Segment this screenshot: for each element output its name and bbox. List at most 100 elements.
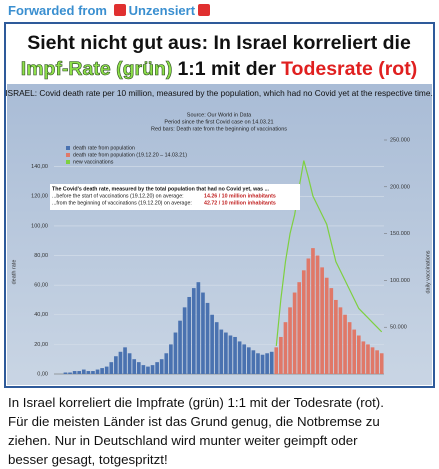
bar [279,336,283,374]
chart-title: ISRAEL: Covid death rate per 10 million,… [5,88,433,98]
forward-header: Forwarded from Unzensiert [8,3,213,18]
legend-swatch [66,160,70,164]
bar [95,369,100,374]
y-tick-label: 20,00 [34,342,48,348]
bar [132,359,137,374]
y-tick-label: 140,00 [31,164,48,170]
y2-tick-label: 200.000 [390,184,410,190]
channel-name[interactable]: Unzensiert [128,3,196,18]
bar [356,335,361,374]
chart-subtitle: Red bars: Death rate from the beginning … [151,126,287,132]
headline-green: Impf-Rate (grün) [21,58,173,80]
y-tick-label: 120,00 [31,194,48,200]
y-tick-label: 80,00 [34,253,48,259]
annotation-text: The Covid's death rate, measured by the … [52,186,270,192]
bar [150,365,155,374]
bar [379,353,384,374]
message-text: In Israel korreliert die Impfrate (grün)… [8,393,436,469]
y2-tick-label: 150.000 [390,231,410,237]
y-tick-label: 100,00 [31,223,48,229]
bar [228,335,233,374]
y-tick-label: 60,00 [34,283,48,289]
bar [196,282,201,374]
bar [118,351,123,374]
bar [352,329,357,374]
bar [114,356,118,374]
bar [205,302,210,374]
bar [256,353,260,374]
bar [361,341,366,374]
y2-axis-label: daily vaccinations [425,250,431,293]
bar [288,307,292,374]
y-tick-label: 0,00 [37,371,48,377]
bar [169,344,173,374]
bar [159,359,164,374]
message-line: ziehen. Nur in Deutschland wird munter w… [8,433,358,448]
bar [292,292,297,374]
bar [123,347,127,374]
bar [260,354,265,374]
bar [265,353,269,374]
bar [86,371,91,374]
vaccination-line [275,160,383,346]
bar [311,248,315,374]
annotation-value: 42.72 / 10 million inhabitants [204,200,276,206]
bar [375,350,379,374]
bar [306,258,311,374]
y-tick-label: 40,00 [34,312,48,318]
bar [72,371,77,374]
bar [366,344,370,374]
bar [127,353,132,374]
legend-label: death rate from population [73,145,135,151]
plot: 0,00 20,00 40,00 60,00 80,00 100,00 120,00 140,… [31,137,410,377]
bar [173,332,178,374]
y2-tick-label: 250.000 [390,137,410,143]
bar [242,344,247,374]
headline-red: Todesrate (rot) [281,58,417,80]
bar [201,292,205,374]
annotation-text: ...from the beginning of vaccinations (1… [52,200,192,206]
bar [237,341,242,374]
bar [251,350,256,374]
bar [219,329,224,374]
legend-label: new vaccinations [73,159,114,165]
bar [91,371,95,374]
bar [334,299,338,374]
bar [187,296,192,374]
bar [274,347,279,374]
bar [324,277,329,374]
bar [81,369,86,374]
y-axis-label: death rate [11,260,17,285]
bar [178,320,182,374]
legend-label: death rate from population (19.12.20 – 1… [73,152,187,158]
y2-tick-label: 100.000 [390,278,410,284]
headline: Impf-Rate (grün) 1:1 mit der Todesrate (ro… [21,58,417,80]
message-line: besser gesagt, totgespritzt! [8,452,168,467]
bar [370,347,375,374]
siren-icon [113,4,126,16]
bar [338,307,343,374]
bar [347,322,352,374]
bar [77,371,82,374]
message-line: In Israel korreliert die Impfrate (grün)… [8,395,384,410]
bar [301,270,306,374]
legend-swatch [66,146,70,150]
annotation-value: 14.26 / 10 million inhabitants [204,193,276,199]
y2-tick-label: 50.000 [390,325,407,331]
forwarded-label: Forwarded from [8,3,107,18]
chart-subtitle: Source: Our World in Data [187,112,252,118]
bar [104,366,109,374]
bar [155,362,159,374]
bar [100,368,104,374]
annotation-text: ...before the start of vaccinations (19.… [52,193,184,199]
chart-subtitle: Period since the first Covid case on 14.… [164,119,273,125]
bar [182,307,187,374]
bar [164,353,169,374]
annotation-box [50,184,300,210]
bar [283,322,288,374]
bar [320,267,324,374]
siren-icon [198,4,211,16]
bar [146,366,150,374]
bar [214,322,219,374]
